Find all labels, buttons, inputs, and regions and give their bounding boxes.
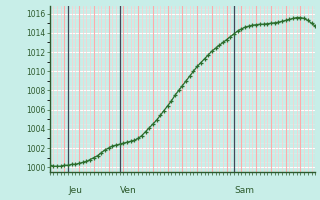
Text: Ven: Ven [120, 186, 136, 195]
Text: Sam: Sam [234, 186, 254, 195]
Text: Jeu: Jeu [68, 186, 82, 195]
